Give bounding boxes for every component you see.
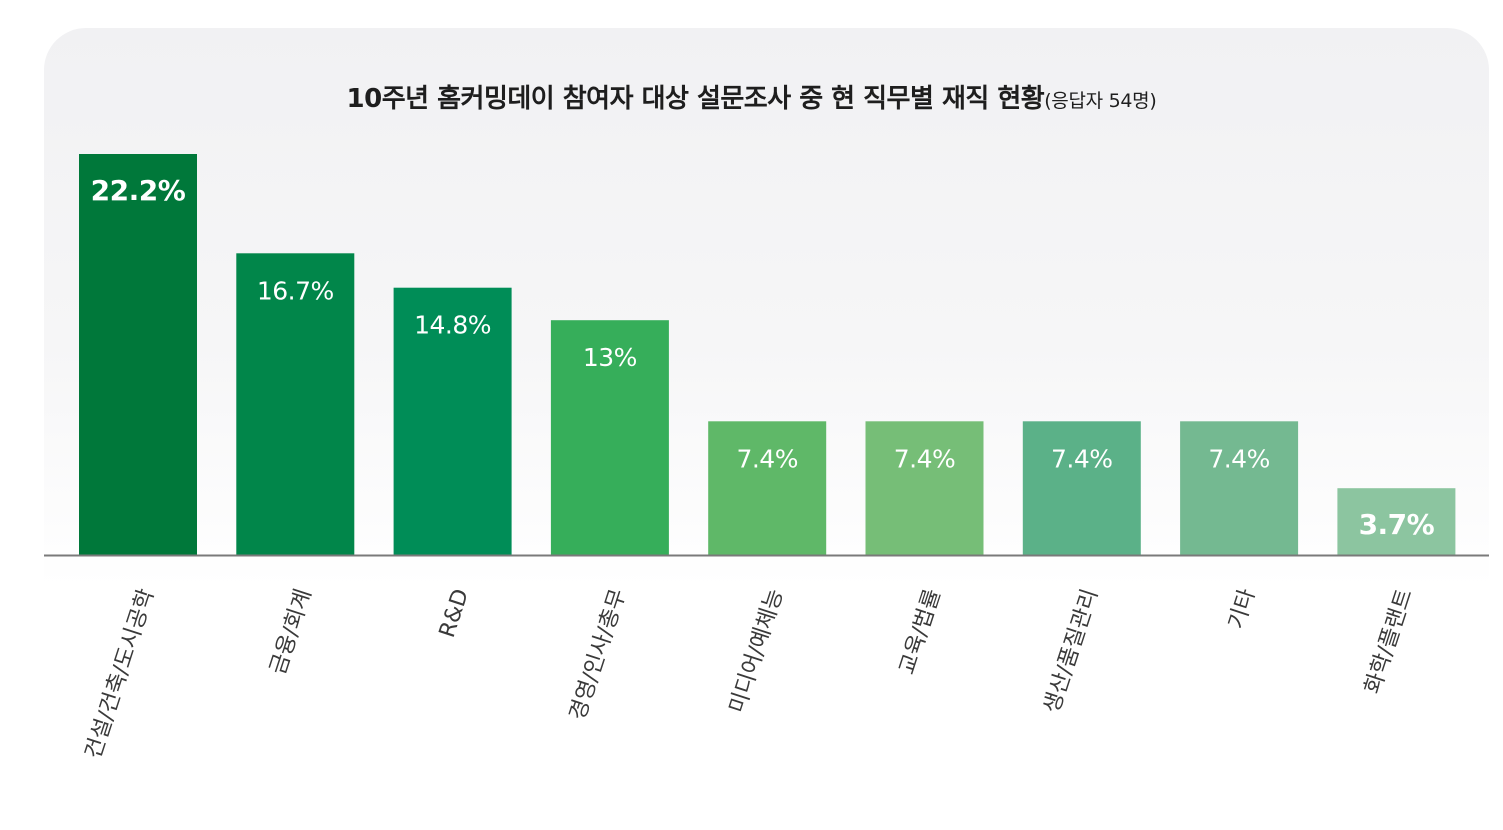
category-label-9: 화학/플랜트 bbox=[1360, 586, 1417, 697]
value-label-5: 7.4% bbox=[736, 444, 798, 473]
category-label-1: 건설/건축/도시공학 bbox=[81, 586, 159, 762]
value-label-9: 3.7% bbox=[1359, 508, 1435, 541]
bar-4 bbox=[550, 320, 669, 555]
value-label-3: 14.8% bbox=[414, 311, 491, 340]
bar-7 bbox=[1022, 421, 1141, 555]
value-label-8: 7.4% bbox=[1208, 444, 1270, 473]
chart-title-main: 10주년 홈커밍데이 참여자 대상 설문조사 중 현 직무별 재직 현황 bbox=[346, 84, 1045, 114]
value-label-4: 13% bbox=[583, 343, 637, 372]
bar-5 bbox=[708, 421, 827, 555]
category-label-3: R&D bbox=[435, 586, 474, 641]
category-label-8: 기타 bbox=[1224, 586, 1260, 632]
category-label-4: 경영/인사/총무 bbox=[565, 586, 631, 723]
bar-9 bbox=[1337, 488, 1456, 555]
value-label-7: 7.4% bbox=[1051, 444, 1113, 473]
chart-title-sub: (응답자 54명) bbox=[1044, 90, 1157, 112]
bar-1 bbox=[79, 154, 197, 555]
bar-6 bbox=[865, 421, 984, 555]
category-label-5: 미디어/예체능 bbox=[725, 586, 789, 716]
value-label-1: 22.2% bbox=[91, 174, 186, 207]
bar-2 bbox=[236, 253, 355, 556]
category-label-7: 생산/품질관리 bbox=[1040, 586, 1104, 716]
chart-title: 10주년 홈커밍데이 참여자 대상 설문조사 중 현 직무별 재직 현황(응답자… bbox=[0, 78, 1503, 115]
bar-8 bbox=[1180, 421, 1299, 555]
value-label-2: 16.7% bbox=[257, 276, 334, 305]
category-label-2: 금융/회계 bbox=[266, 586, 317, 678]
value-label-6: 7.4% bbox=[894, 444, 956, 473]
category-label-6: 교육/법률 bbox=[895, 586, 946, 678]
bar-3 bbox=[393, 287, 512, 555]
